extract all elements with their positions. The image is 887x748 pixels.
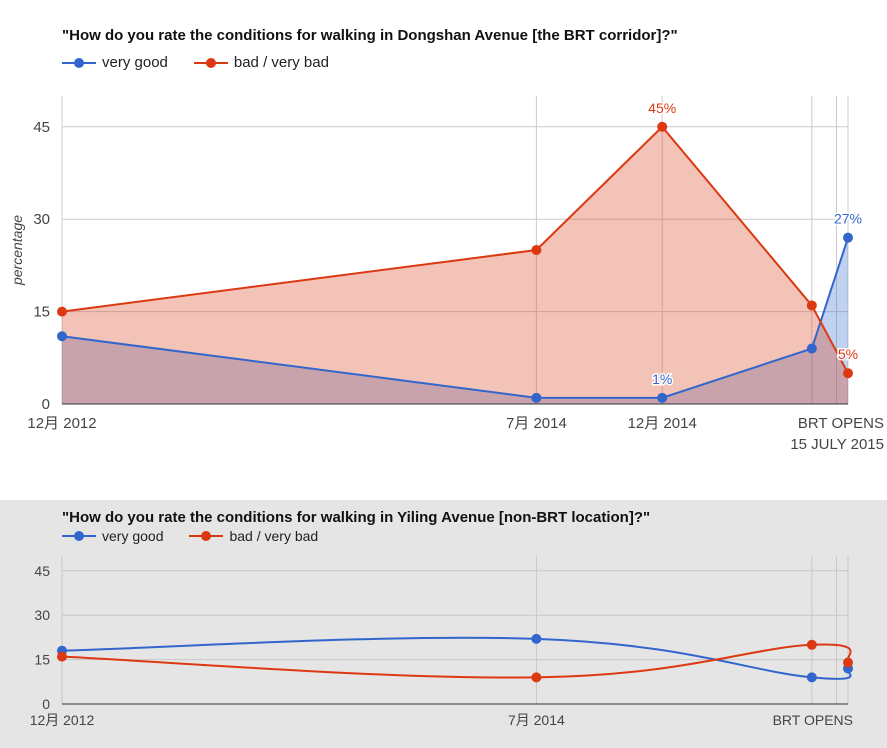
data-label: 1% (652, 371, 672, 387)
y-tick-label: 0 (42, 696, 50, 712)
legend: very good bad / very bad (62, 54, 355, 71)
data-point-bad-very-bad (657, 121, 668, 132)
y-tick-label: 30 (34, 607, 50, 623)
legend-swatch-very-good (62, 57, 96, 69)
data-point-very-good (531, 392, 542, 403)
legend-swatch-bad (193, 57, 228, 69)
x-tick-label: 15 JULY 2015 (790, 436, 884, 453)
data-point-very-good (843, 232, 853, 243)
legend-item-bad[interactable]: bad / very bad (193, 54, 329, 71)
chart-panel-yiling: "How do you rate the conditions for walk… (0, 500, 887, 748)
y-tick-label: 45 (34, 563, 50, 579)
legend: very good bad / very bad (62, 528, 344, 544)
data-point-very-good (531, 633, 542, 644)
y-tick-label: 15 (33, 304, 50, 321)
y-tick-label: 30 (33, 211, 50, 228)
data-point-bad-very-bad (806, 300, 817, 311)
area-bad-very-bad (62, 126, 848, 405)
legend-label: very good (102, 528, 164, 544)
data-point-bad-very-bad (806, 639, 817, 650)
data-point-very-good (57, 331, 67, 342)
x-tick-label: 7月 2014 (508, 712, 565, 728)
data-point-very-good (657, 392, 668, 403)
x-tick-label: 7月 2014 (506, 415, 567, 432)
y-tick-label: 0 (42, 396, 50, 413)
data-label: 27% (834, 211, 862, 227)
x-tick-label: 12月 2014 (628, 415, 697, 432)
x-tick-label: 12月 2012 (27, 415, 96, 432)
x-tick-label: 12月 2012 (30, 712, 95, 728)
data-point-very-good (806, 343, 817, 354)
chart-title: "How do you rate the conditions for walk… (62, 509, 651, 526)
legend-swatch-very-good (62, 530, 96, 542)
legend-item-very-good[interactable]: very good (62, 528, 163, 544)
chart-plot-yiling: 0 15 30 45 12月 2012 7月 2014 BRT OPENS (30, 556, 853, 728)
data-label: 5% (838, 346, 858, 362)
data-point-very-good (806, 672, 817, 683)
data-point-bad-very-bad (57, 651, 67, 662)
legend-swatch-bad (189, 530, 224, 542)
data-label: 45% (648, 100, 676, 116)
chart-plot-dongshan: 0 15 30 45 12月 2012 7月 2014 12月 2014 BRT OPENS 1… (9, 96, 884, 453)
y-axis-label: percentage (9, 215, 25, 286)
data-point-bad-very-bad (57, 306, 67, 317)
data-point-bad-very-bad (843, 657, 853, 668)
legend-item-very-good[interactable]: very good (62, 54, 168, 71)
y-tick-label: 45 (33, 119, 50, 136)
data-point-bad-very-bad (843, 368, 853, 379)
legend-label: bad / very bad (233, 54, 329, 71)
series-line-bad-very-bad (61, 643, 852, 679)
x-tick-label: BRT OPENS (798, 415, 884, 432)
chart-panel-dongshan: "How do you rate the conditions for walk… (9, 27, 884, 453)
chart-title: "How do you rate the conditions for walk… (62, 27, 678, 44)
data-point-bad-very-bad (531, 672, 542, 683)
x-tick-label: BRT OPENS (773, 712, 853, 728)
y-tick-label: 15 (34, 652, 50, 668)
legend-item-bad[interactable]: bad / very bad (189, 528, 318, 544)
data-point-bad-very-bad (531, 245, 542, 255)
legend-label: very good (102, 54, 168, 71)
series-line-very-good (61, 636, 852, 680)
legend-label: bad / very bad (229, 528, 319, 544)
